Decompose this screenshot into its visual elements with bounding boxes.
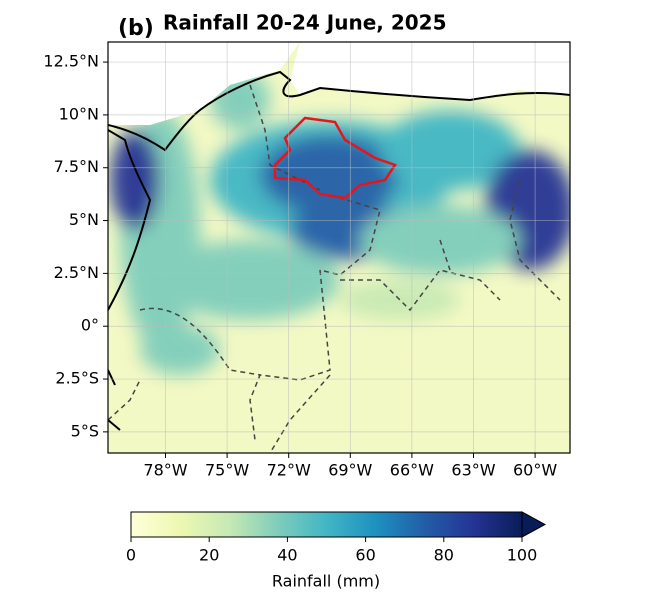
colorbar-tick-label: 80 <box>434 546 454 565</box>
y-tick-label: 10°N <box>59 104 99 123</box>
x-tick-label: 63°W <box>451 461 495 480</box>
y-tick-label: 2.5°N <box>54 263 99 282</box>
y-tick-label: 12.5°N <box>43 52 99 71</box>
colorbar-label: Rainfall (mm) <box>272 572 380 591</box>
x-tick-label: 69°W <box>328 461 372 480</box>
y-tick-label: 5°S <box>71 421 99 440</box>
map-title: Rainfall 20-24 June, 2025 <box>163 11 447 35</box>
x-tick-label: 60°W <box>513 461 557 480</box>
panel-label: (b) <box>118 16 154 41</box>
colorbar <box>130 511 523 538</box>
colorbar-tick-label: 60 <box>355 546 375 565</box>
colorbar-tick-label: 20 <box>199 546 219 565</box>
colorbar-tick-label: 100 <box>507 546 538 565</box>
colorbar-extend <box>521 511 547 538</box>
colorbar-tick-label: 40 <box>277 546 297 565</box>
x-tick-label: 75°W <box>205 461 249 480</box>
y-tick-label: 0° <box>81 316 99 335</box>
x-tick-label: 78°W <box>143 461 187 480</box>
y-tick-label: 2.5°S <box>55 369 99 388</box>
rainfall-field <box>108 42 570 453</box>
y-tick-label: 7.5°N <box>54 157 99 176</box>
map-frame <box>107 41 571 454</box>
x-tick-label: 66°W <box>390 461 434 480</box>
y-tick-label: 5°N <box>69 210 99 229</box>
colorbar-tick-label: 0 <box>126 546 136 565</box>
x-tick-label: 72°W <box>267 461 311 480</box>
